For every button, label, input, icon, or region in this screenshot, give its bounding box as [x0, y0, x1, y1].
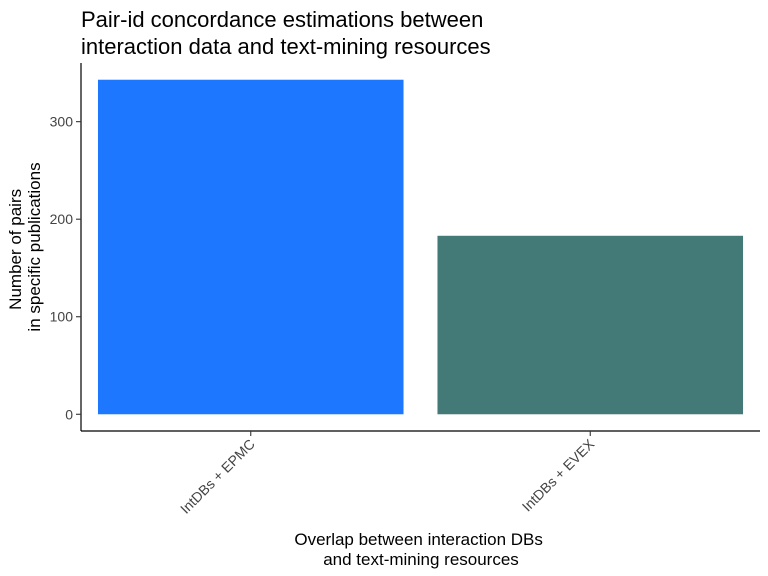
y-tick-label-2: 200: [50, 211, 74, 227]
chart-title-line-2: interaction data and text-mining resourc…: [81, 34, 491, 59]
bars-group: [97, 79, 744, 415]
x-axis-title-line-1: Overlap between interaction DBs: [294, 530, 543, 549]
x-axis-ticks: IntDBs + EPMC IntDBs + EVEX: [177, 431, 598, 517]
x-axis-title: Overlap between interaction DBs and text…: [294, 530, 547, 569]
y-tick-label-3: 300: [50, 114, 74, 130]
y-axis-title-line-1: Number of pairs: [6, 189, 25, 310]
bar-1: [97, 79, 404, 415]
chart-title-line-1: Pair-id concordance estimations between: [81, 7, 484, 32]
x-tick-label-0: IntDBs + EPMC: [177, 436, 258, 517]
y-axis-title-line-2: in specific publications: [25, 162, 44, 331]
chart-title: Pair-id concordance estimations between …: [81, 6, 491, 60]
bar-2: [437, 235, 744, 415]
x-axis-title-line-2: and text-mining resources: [323, 550, 519, 569]
y-tick-label-1: 100: [50, 309, 74, 325]
y-axis-title: Number of pairs in specific publications: [6, 162, 44, 331]
x-tick-label-1: IntDBs + EVEX: [519, 435, 598, 514]
y-tick-label-0: 0: [65, 406, 73, 422]
y-axis-ticks: 0 100 200 300: [50, 114, 81, 422]
